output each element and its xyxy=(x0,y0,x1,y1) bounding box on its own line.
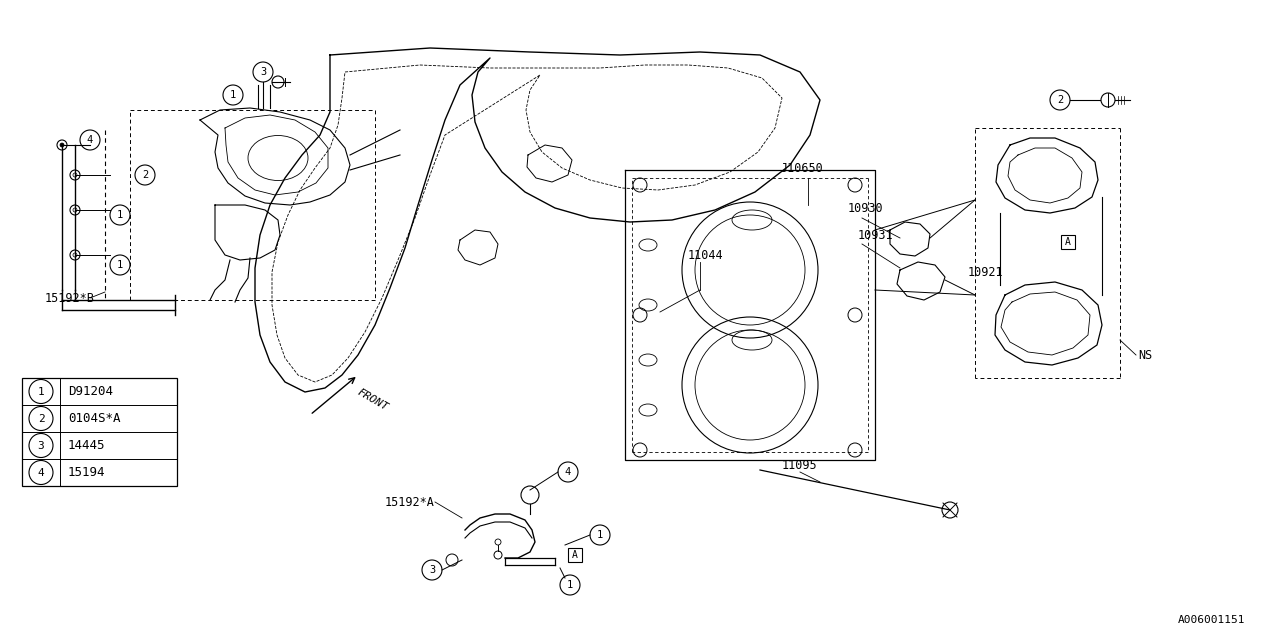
Text: 3: 3 xyxy=(260,67,266,77)
Text: 1: 1 xyxy=(596,530,603,540)
Text: 15192*B: 15192*B xyxy=(45,291,95,305)
Text: 4: 4 xyxy=(87,135,93,145)
Bar xyxy=(22,378,177,486)
Text: 2: 2 xyxy=(142,170,148,180)
Text: A006001151: A006001151 xyxy=(1178,615,1245,625)
Text: 1: 1 xyxy=(37,387,45,397)
Text: 0104S*A: 0104S*A xyxy=(68,412,120,425)
Text: 11044: 11044 xyxy=(689,248,723,262)
Text: A: A xyxy=(1065,237,1071,247)
Text: 15194: 15194 xyxy=(68,466,105,479)
Text: 4: 4 xyxy=(37,467,45,477)
Text: 3: 3 xyxy=(429,565,435,575)
Text: 10930: 10930 xyxy=(849,202,883,214)
Text: 10931: 10931 xyxy=(858,228,893,241)
Text: 14445: 14445 xyxy=(68,439,105,452)
Text: 3: 3 xyxy=(37,440,45,451)
Text: FRONT: FRONT xyxy=(355,387,389,413)
Text: 1: 1 xyxy=(116,210,123,220)
Circle shape xyxy=(60,143,64,147)
Text: J10650: J10650 xyxy=(780,161,823,175)
Text: 2: 2 xyxy=(1057,95,1064,105)
Text: 11095: 11095 xyxy=(782,458,818,472)
Bar xyxy=(568,548,582,562)
Text: 1: 1 xyxy=(116,260,123,270)
Text: 10921: 10921 xyxy=(968,266,1004,278)
Bar xyxy=(1061,235,1075,249)
Text: 1: 1 xyxy=(230,90,236,100)
Text: NS: NS xyxy=(1138,349,1152,362)
Text: 1: 1 xyxy=(567,580,573,590)
Text: 15192*A: 15192*A xyxy=(385,495,435,509)
Text: D91204: D91204 xyxy=(68,385,113,398)
Text: 4: 4 xyxy=(564,467,571,477)
Text: 2: 2 xyxy=(37,413,45,424)
Text: A: A xyxy=(572,550,579,560)
